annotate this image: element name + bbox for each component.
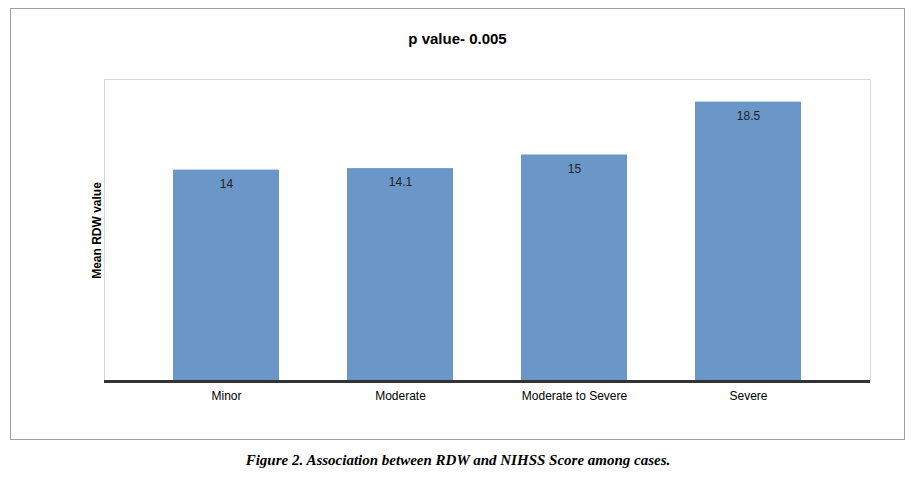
svg-text:Mean RDW value: Mean RDW value — [90, 182, 104, 279]
svg-text:18.5: 18.5 — [737, 109, 761, 123]
svg-text:15: 15 — [568, 162, 582, 176]
svg-text:Severe: Severe — [729, 389, 767, 403]
html-text:Figure 2. Association between: Figure 2. Association between RDW and NI… — [245, 452, 671, 468]
svg-text:Minor: Minor — [211, 389, 241, 403]
svg-text:14.1: 14.1 — [389, 175, 413, 189]
svg-text:Moderate to Severe: Moderate to Severe — [522, 389, 628, 403]
svg-text:14: 14 — [220, 177, 234, 191]
svg-text:Moderate: Moderate — [375, 389, 426, 403]
html-text:p value- 0.005: p value- 0.005 — [408, 30, 507, 47]
